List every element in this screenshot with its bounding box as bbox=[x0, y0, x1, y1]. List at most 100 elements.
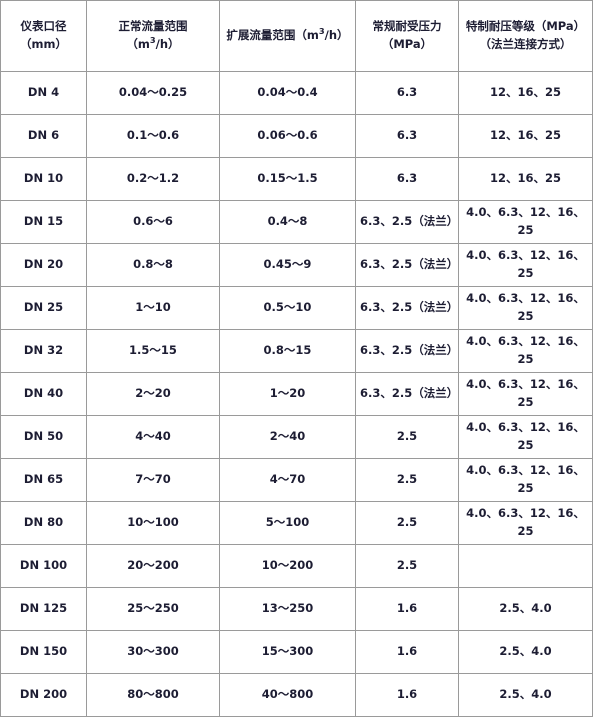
cell-normal-flow: 0.1～0.6 bbox=[86, 114, 220, 158]
cell-normal-flow: 80～800 bbox=[86, 673, 220, 717]
cell-normal-flow: 1～10 bbox=[86, 286, 220, 330]
table-row: DN 125 25～250 13～250 1.6 2.5、4.0 bbox=[0, 587, 593, 631]
cell-standard-pressure: 6.3 bbox=[355, 114, 459, 158]
cell-special-pressure: 4.0、6.3、12、16、25 bbox=[458, 243, 593, 287]
cell-standard-pressure: 6.3、2.5（法兰） bbox=[355, 243, 459, 287]
cell-nominal-diameter: DN 125 bbox=[0, 587, 87, 631]
cell-standard-pressure: 2.5 bbox=[355, 415, 459, 459]
cell-normal-flow: 30～300 bbox=[86, 630, 220, 674]
table-row: DN 15 0.6～6 0.4～8 6.3、2.5（法兰） 4.0、6.3、12、16、… bbox=[0, 200, 593, 244]
cell-nominal-diameter: DN 4 bbox=[0, 71, 87, 115]
cell-special-pressure: 4.0、6.3、12、16、25 bbox=[458, 200, 593, 244]
header-text-extended-flow-range: 扩展流量范围（m3/h） bbox=[226, 26, 349, 43]
cell-nominal-diameter: DN 10 bbox=[0, 157, 87, 201]
cell-extended-flow: 15～300 bbox=[219, 630, 356, 674]
cell-standard-pressure: 2.5 bbox=[355, 544, 459, 588]
cell-extended-flow: 0.15～1.5 bbox=[219, 157, 356, 201]
cell-standard-pressure: 1.6 bbox=[355, 630, 459, 674]
cell-nominal-diameter: DN 150 bbox=[0, 630, 87, 674]
cell-normal-flow: 0.04～0.25 bbox=[86, 71, 220, 115]
column-header-standard-pressure: 常规耐受压力（MPa） bbox=[355, 0, 459, 72]
cell-extended-flow: 1～20 bbox=[219, 372, 356, 416]
cell-extended-flow: 0.8～15 bbox=[219, 329, 356, 373]
column-header-normal-flow-range: 正常流量范围（m3/h） bbox=[86, 0, 220, 72]
table-row: DN 50 4～40 2～40 2.5 4.0、6.3、12、16、25 bbox=[0, 415, 593, 459]
cell-extended-flow: 0.06～0.6 bbox=[219, 114, 356, 158]
header-text-nominal-diameter: 仪表口径（mm） bbox=[20, 19, 67, 51]
cell-special-pressure: 12、16、25 bbox=[458, 114, 593, 158]
cell-normal-flow: 10～100 bbox=[86, 501, 220, 545]
cell-special-pressure bbox=[458, 544, 593, 588]
cell-nominal-diameter: DN 50 bbox=[0, 415, 87, 459]
cell-normal-flow: 0.6～6 bbox=[86, 200, 220, 244]
cell-normal-flow: 20～200 bbox=[86, 544, 220, 588]
table-header: 仪表口径（mm） 正常流量范围（m3/h） 扩展流量范围（m3/h） 常规耐受压… bbox=[0, 0, 593, 72]
cell-standard-pressure: 6.3、2.5（法兰） bbox=[355, 200, 459, 244]
cell-standard-pressure: 2.5 bbox=[355, 458, 459, 502]
cell-standard-pressure: 1.6 bbox=[355, 587, 459, 631]
table-row: DN 150 30～300 15～300 1.6 2.5、4.0 bbox=[0, 630, 593, 674]
table-row: DN 200 80～800 40～800 1.6 2.5、4.0 bbox=[0, 673, 593, 717]
table-row: DN 4 0.04～0.25 0.04～0.4 6.3 12、16、25 bbox=[0, 71, 593, 115]
table-row: DN 80 10～100 5～100 2.5 4.0、6.3、12、16、25 bbox=[0, 501, 593, 545]
cell-standard-pressure: 1.6 bbox=[355, 673, 459, 717]
table-row: DN 100 20～200 10～200 2.5 bbox=[0, 544, 593, 588]
cell-normal-flow: 4～40 bbox=[86, 415, 220, 459]
cell-nominal-diameter: DN 65 bbox=[0, 458, 87, 502]
cell-special-pressure: 2.5、4.0 bbox=[458, 673, 593, 717]
cell-special-pressure: 4.0、6.3、12、16、25 bbox=[458, 501, 593, 545]
cell-extended-flow: 5～100 bbox=[219, 501, 356, 545]
cell-special-pressure: 4.0、6.3、12、16、25 bbox=[458, 286, 593, 330]
cell-special-pressure: 12、16、25 bbox=[458, 157, 593, 201]
cell-special-pressure: 4.0、6.3、12、16、25 bbox=[458, 458, 593, 502]
cell-normal-flow: 25～250 bbox=[86, 587, 220, 631]
cell-normal-flow: 1.5～15 bbox=[86, 329, 220, 373]
table-row: DN 10 0.2～1.2 0.15～1.5 6.3 12、16、25 bbox=[0, 157, 593, 201]
cell-nominal-diameter: DN 80 bbox=[0, 501, 87, 545]
cell-extended-flow: 0.45～9 bbox=[219, 243, 356, 287]
cell-nominal-diameter: DN 20 bbox=[0, 243, 87, 287]
cell-special-pressure: 4.0、6.3、12、16、25 bbox=[458, 415, 593, 459]
cell-standard-pressure: 2.5 bbox=[355, 501, 459, 545]
cell-standard-pressure: 6.3、2.5（法兰） bbox=[355, 372, 459, 416]
cell-standard-pressure: 6.3 bbox=[355, 71, 459, 115]
cell-nominal-diameter: DN 40 bbox=[0, 372, 87, 416]
cell-nominal-diameter: DN 6 bbox=[0, 114, 87, 158]
cell-normal-flow: 2～20 bbox=[86, 372, 220, 416]
cell-special-pressure: 2.5、4.0 bbox=[458, 630, 593, 674]
cell-nominal-diameter: DN 32 bbox=[0, 329, 87, 373]
table-row: DN 32 1.5～15 0.8～15 6.3、2.5（法兰） 4.0、6.3、12、1… bbox=[0, 329, 593, 373]
header-text-standard-pressure: 常规耐受压力（MPa） bbox=[372, 19, 442, 51]
cell-extended-flow: 4～70 bbox=[219, 458, 356, 502]
cell-extended-flow: 0.5～10 bbox=[219, 286, 356, 330]
cell-extended-flow: 0.04～0.4 bbox=[219, 71, 356, 115]
table-row: DN 40 2～20 1～20 6.3、2.5（法兰） 4.0、6.3、12、16、25 bbox=[0, 372, 593, 416]
cell-extended-flow: 2～40 bbox=[219, 415, 356, 459]
table-row: DN 20 0.8～8 0.45～9 6.3、2.5（法兰） 4.0、6.3、12、16… bbox=[0, 243, 593, 287]
table-row: DN 65 7～70 4～70 2.5 4.0、6.3、12、16、25 bbox=[0, 458, 593, 502]
header-row: 仪表口径（mm） 正常流量范围（m3/h） 扩展流量范围（m3/h） 常规耐受压… bbox=[0, 0, 593, 72]
cell-nominal-diameter: DN 100 bbox=[0, 544, 87, 588]
cell-standard-pressure: 6.3、2.5（法兰） bbox=[355, 329, 459, 373]
column-header-nominal-diameter: 仪表口径（mm） bbox=[0, 0, 87, 72]
cell-special-pressure: 4.0、6.3、12、16、25 bbox=[458, 372, 593, 416]
cell-normal-flow: 0.2～1.2 bbox=[86, 157, 220, 201]
header-text-special-pressure-rating: 特制耐压等级（MPa）（法兰连接方式） bbox=[465, 19, 586, 51]
table-row: DN 25 1～10 0.5～10 6.3、2.5（法兰） 4.0、6.3、12、16、… bbox=[0, 286, 593, 330]
cell-extended-flow: 13～250 bbox=[219, 587, 356, 631]
cell-standard-pressure: 6.3 bbox=[355, 157, 459, 201]
bottom-clipped-text-strip bbox=[0, 717, 592, 725]
cell-extended-flow: 10～200 bbox=[219, 544, 356, 588]
cell-nominal-diameter: DN 200 bbox=[0, 673, 87, 717]
cell-special-pressure: 2.5、4.0 bbox=[458, 587, 593, 631]
table-row: DN 6 0.1～0.6 0.06～0.6 6.3 12、16、25 bbox=[0, 114, 593, 158]
cell-extended-flow: 0.4～8 bbox=[219, 200, 356, 244]
column-header-extended-flow-range: 扩展流量范围（m3/h） bbox=[219, 0, 356, 72]
cell-nominal-diameter: DN 25 bbox=[0, 286, 87, 330]
flow-meter-specification-table: 仪表口径（mm） 正常流量范围（m3/h） 扩展流量范围（m3/h） 常规耐受压… bbox=[0, 0, 593, 717]
table-body: DN 4 0.04～0.25 0.04～0.4 6.3 12、16、25 DN 6 0.1～… bbox=[0, 71, 593, 717]
cell-special-pressure: 12、16、25 bbox=[458, 71, 593, 115]
cell-standard-pressure: 6.3、2.5（法兰） bbox=[355, 286, 459, 330]
column-header-special-pressure-rating: 特制耐压等级（MPa）（法兰连接方式） bbox=[458, 0, 593, 72]
header-text-normal-flow-range: 正常流量范围（m3/h） bbox=[118, 19, 188, 51]
